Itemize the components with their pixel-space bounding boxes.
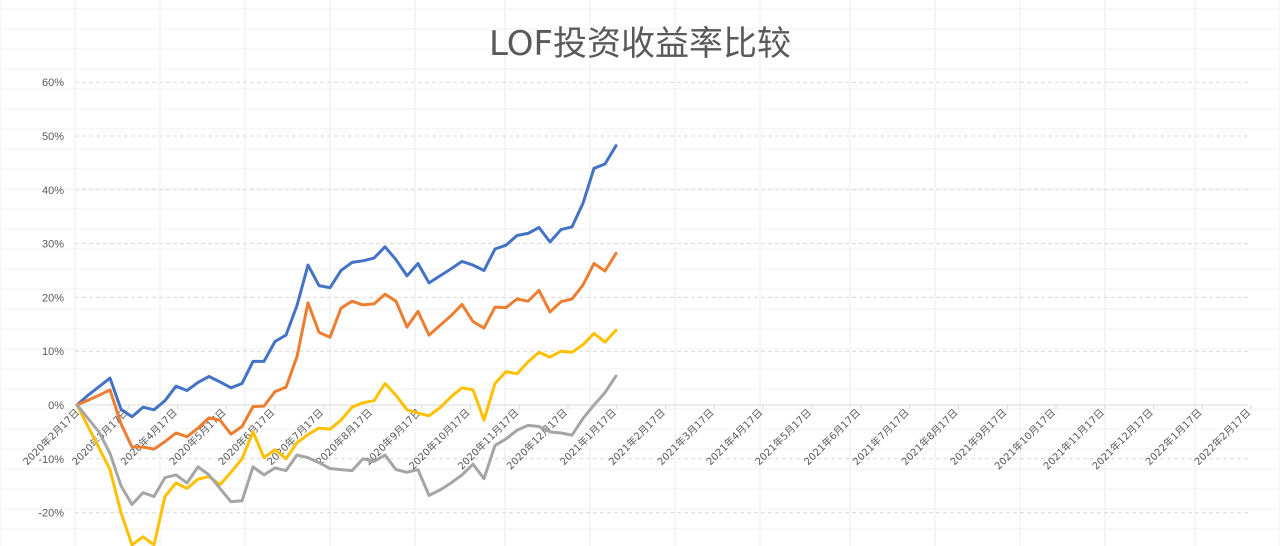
series-lines — [75, 144, 618, 546]
y-tick-label-0: 60% — [42, 77, 64, 89]
x-tick-labels: 2020年2月17日2020年3月17日2020年4月17日2020年5月17日… — [20, 405, 1253, 472]
y-tick-label-7: -10% — [38, 454, 64, 466]
y-tick-label-6: 0% — [48, 400, 64, 412]
y-tick-label-1: 50% — [42, 131, 64, 143]
y-tick-labels: 60% 50% 40% 30% 20% 10% 0% -10% -20% — [38, 77, 64, 519]
series-line-3 — [75, 374, 618, 506]
y-tick-label-3: 30% — [42, 239, 64, 251]
y-tick-label-5: 10% — [42, 346, 64, 358]
y-tick-label-8: -20% — [38, 508, 64, 520]
y-tick-label-2: 40% — [42, 185, 64, 197]
y-tick-label-4: 20% — [42, 292, 64, 304]
series-line-0 — [75, 144, 618, 419]
series-line-2 — [75, 328, 618, 546]
chart-title: LOF投资收益率比较 — [489, 24, 791, 64]
series-line-1 — [75, 251, 618, 451]
